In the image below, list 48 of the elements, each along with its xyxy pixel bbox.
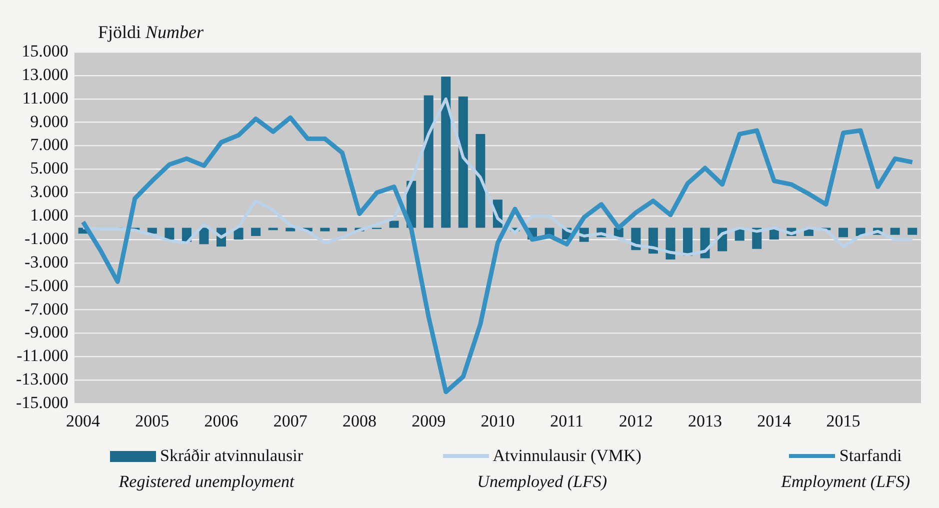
y-tick-label: -1.000	[24, 228, 68, 248]
y-tick-label: -7.000	[24, 299, 68, 318]
x-tick-label: 2009	[412, 411, 446, 430]
y-tick-label: 7.000	[30, 135, 68, 154]
y-tick-label: -9.000	[24, 322, 68, 342]
x-tick-label: 2007	[273, 411, 308, 430]
bar	[337, 228, 347, 232]
bar	[389, 220, 399, 228]
y-tick-label: -11.000	[16, 346, 68, 366]
y-axis-title: Fjöldi Number	[98, 22, 204, 42]
x-tick-label: 2013	[688, 411, 722, 430]
y-tick-label: 1.000	[30, 206, 68, 225]
bar	[199, 228, 209, 244]
y-tick-label: 3.000	[30, 182, 68, 202]
bar	[890, 228, 900, 235]
x-tick-label: 2008	[342, 411, 376, 430]
y-tick-label: 15.000	[22, 41, 68, 60]
bar	[286, 228, 296, 232]
x-tick-label: 2004	[66, 411, 101, 430]
legend-label: Skráðir atvinnulausir Registered unemployment	[118, 446, 304, 492]
x-tick-label: 2015	[826, 411, 860, 430]
x-tick-label: 2006	[204, 411, 238, 430]
x-tick-label: 2011	[550, 411, 584, 430]
bar	[908, 228, 918, 235]
bar	[234, 228, 244, 240]
y-tick-label: 9.000	[30, 112, 68, 131]
x-tick-label: 2010	[480, 411, 515, 430]
bar	[251, 228, 261, 236]
bar	[666, 228, 676, 260]
y-tick-label: 5.000	[30, 158, 68, 178]
y-tick-label: -15.000	[16, 393, 68, 412]
legend-label: Starfandi Employment (LFS)	[781, 446, 910, 492]
x-tick-label: 2005	[135, 411, 170, 430]
y-tick-label: 13.000	[22, 64, 68, 84]
bar	[424, 95, 434, 228]
bar	[320, 228, 330, 232]
x-tick-label: 2012	[618, 411, 653, 430]
bar	[476, 134, 486, 228]
legend-label: Atvinnulausir (VMK) Unemployed (LFS)	[477, 446, 642, 492]
bar	[838, 228, 848, 238]
x-tick-label: 2014	[757, 411, 792, 430]
bar	[164, 228, 174, 240]
bar	[441, 76, 451, 228]
y-tick-label: -13.000	[16, 370, 68, 389]
y-tick-label: -5.000	[24, 276, 68, 295]
bar	[458, 96, 468, 228]
y-tick-label: 11.000	[22, 88, 68, 108]
y-tick-label: -3.000	[24, 252, 68, 272]
